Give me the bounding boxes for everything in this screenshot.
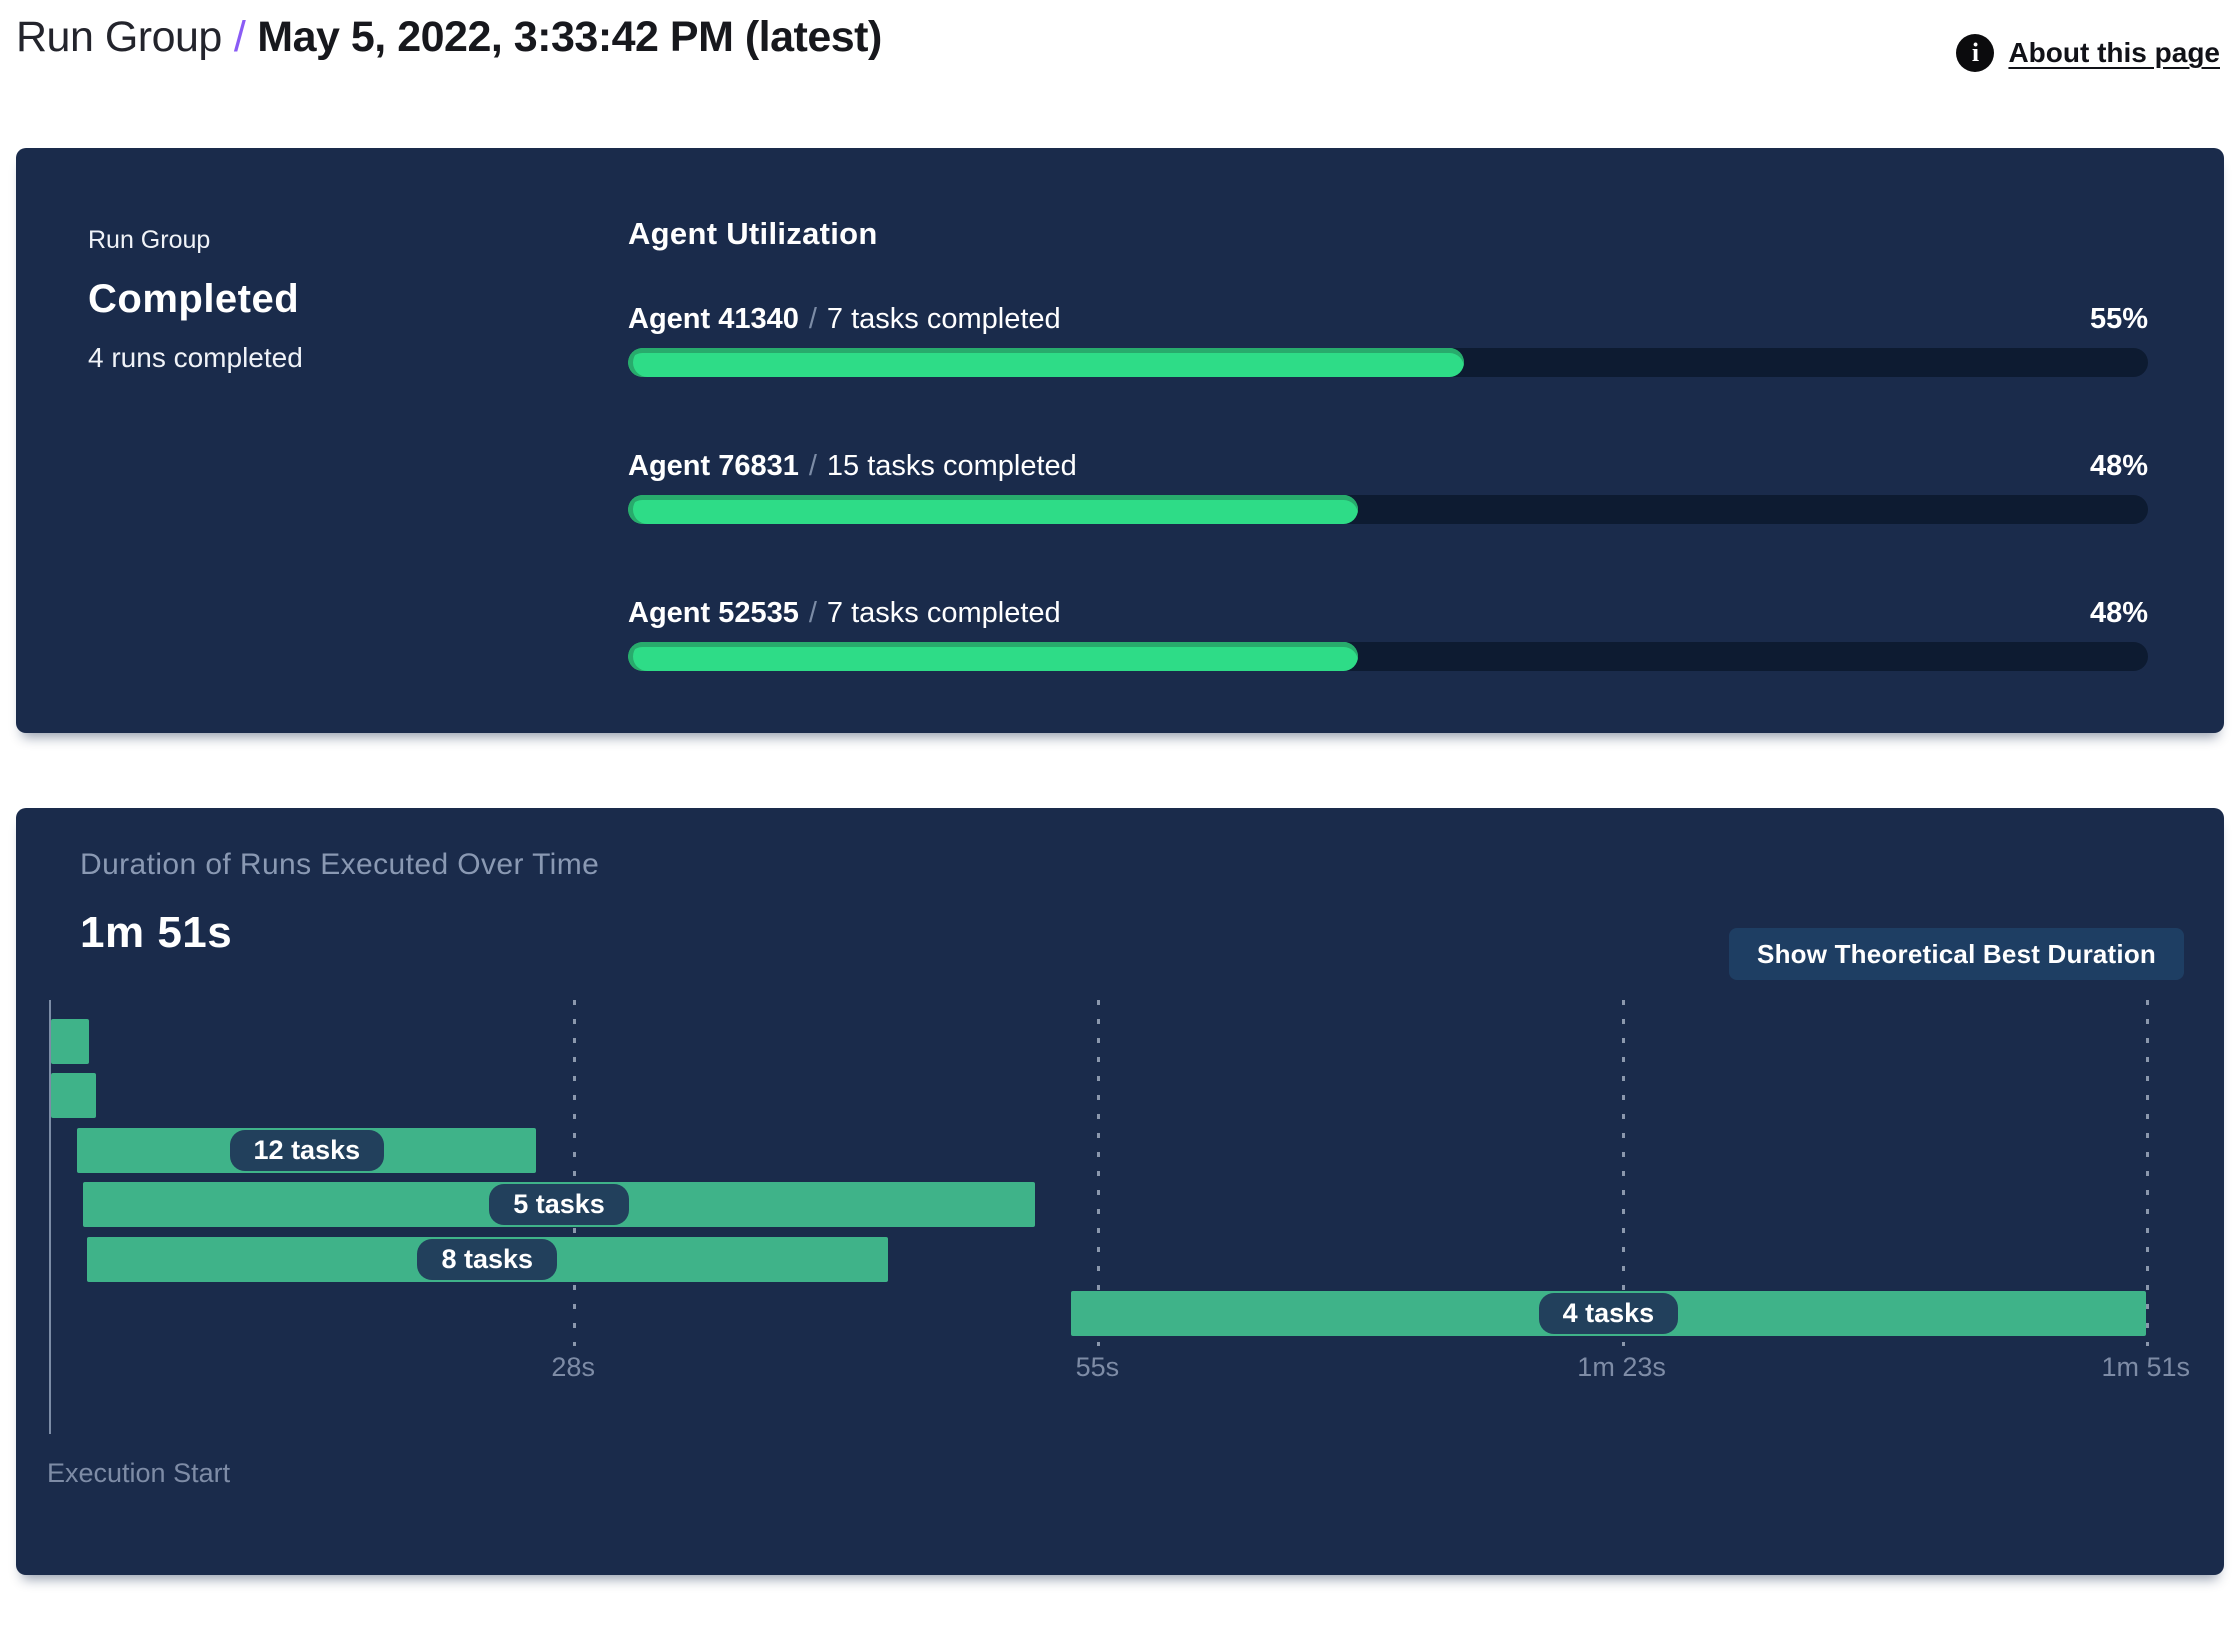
info-icon[interactable]: i: [1956, 34, 1995, 72]
agent-row: Agent 41340 / 7 tasks completed 55%: [628, 303, 2148, 377]
agent-name-and-tasks: Agent 76831 / 15 tasks completed: [628, 450, 1077, 483]
time-tick-label: 1m 51s: [2101, 1352, 2191, 1382]
agent-row-label: Agent 76831 / 15 tasks completed 48%: [628, 450, 2148, 483]
label-separator: /: [808, 597, 817, 629]
about-this-page-link[interactable]: i About this page: [1956, 34, 2220, 72]
run-group-summary-panel: Run Group Completed 4 runs completed Age…: [16, 148, 2224, 733]
run-duration-bar[interactable]: 5 tasks: [83, 1182, 1036, 1228]
label-separator: /: [808, 303, 817, 335]
agent-utilization-percent: 55%: [2089, 303, 2148, 335]
agent-row: Agent 52535 / 7 tasks completed 48%: [628, 597, 2148, 671]
agent-name: Agent 76831: [628, 450, 799, 482]
total-duration-value: 1m 51s: [80, 908, 233, 957]
task-count-pill: 12 tasks: [229, 1129, 385, 1171]
breadcrumb-separator: /: [233, 13, 246, 61]
agent-tasks-completed: 7 tasks completed: [826, 597, 1061, 629]
page-title: May 5, 2022, 3:33:42 PM (latest): [257, 13, 882, 61]
agent-tasks-completed: 7 tasks completed: [826, 303, 1061, 335]
breadcrumb-run-group: Run Group: [16, 13, 222, 61]
run-duration-bar[interactable]: [50, 1019, 89, 1064]
show-theoretical-best-duration-button[interactable]: Show Theoretical Best Duration: [1729, 928, 2184, 980]
agent-name-and-tasks: Agent 41340 / 7 tasks completed: [628, 303, 1061, 336]
task-count-pill: 4 tasks: [1538, 1293, 1679, 1334]
duration-chart-title: Duration of Runs Executed Over Time: [80, 848, 600, 881]
run-duration-bar[interactable]: 8 tasks: [86, 1236, 888, 1282]
agent-utilization-percent: 48%: [2089, 450, 2148, 482]
time-gridline: [1097, 1000, 1101, 1346]
time-tick-label: 1m 23s: [1577, 1352, 1666, 1382]
agent-tasks-completed: 15 tasks completed: [826, 450, 1077, 482]
agent-utilization-section: Agent Utilization Agent 41340 / 7 tasks co…: [628, 216, 2148, 671]
agent-row-label: Agent 41340 / 7 tasks completed 55%: [628, 303, 2148, 336]
run-group-label: Run Group: [88, 226, 211, 254]
run-duration-bar[interactable]: 12 tasks: [77, 1127, 537, 1173]
time-gridline: [573, 1000, 577, 1346]
breadcrumb: Run Group / May 5, 2022, 3:33:42 PM (lates…: [16, 8, 882, 66]
agent-progress-track: [628, 348, 2148, 377]
time-gridline: [2145, 1000, 2149, 1346]
agent-row-label: Agent 52535 / 7 tasks completed 48%: [628, 597, 2148, 630]
task-count-pill: 8 tasks: [417, 1238, 558, 1280]
agent-progress-fill: [628, 495, 1358, 524]
run-group-status: Completed: [88, 277, 300, 321]
label-separator: /: [808, 450, 817, 482]
agent-name: Agent 41340: [628, 303, 799, 335]
agent-progress-track: [628, 642, 2148, 671]
agent-progress-track: [628, 495, 2148, 524]
time-tick-label: 28s: [551, 1352, 595, 1382]
duration-gantt-chart: Execution Start 28s 55s 1m 23s 1m 51s 12 tas…: [16, 808, 2224, 1575]
run-duration-bar[interactable]: [50, 1073, 97, 1119]
time-tick-label: 55s: [1075, 1352, 1120, 1382]
runs-completed-count: 4 runs completed: [88, 342, 303, 373]
execution-start-label: Execution Start: [47, 1458, 231, 1488]
about-link-label[interactable]: About this page: [2008, 37, 2220, 68]
run-group-meta: Run Group Completed 4 runs completed: [88, 226, 303, 374]
time-gridline: [1621, 1000, 1625, 1346]
execution-start-axis-line: [49, 1000, 51, 1434]
agent-name: Agent 52535: [628, 597, 799, 629]
agent-progress-fill: [628, 642, 1358, 671]
agent-name-and-tasks: Agent 52535 / 7 tasks completed: [628, 597, 1061, 630]
agent-progress-fill: [628, 348, 1464, 377]
agent-row: Agent 76831 / 15 tasks completed 48%: [628, 450, 2148, 524]
task-count-pill: 5 tasks: [489, 1184, 629, 1226]
agent-utilization-title: Agent Utilization: [628, 216, 878, 251]
duration-panel: Duration of Runs Executed Over Time 1m 5…: [16, 808, 2224, 1575]
agent-utilization-percent: 48%: [2089, 597, 2148, 629]
page-header: Run Group / May 5, 2022, 3:33:42 PM (lates…: [16, 8, 2220, 72]
run-duration-bar[interactable]: 4 tasks: [1070, 1291, 2146, 1336]
